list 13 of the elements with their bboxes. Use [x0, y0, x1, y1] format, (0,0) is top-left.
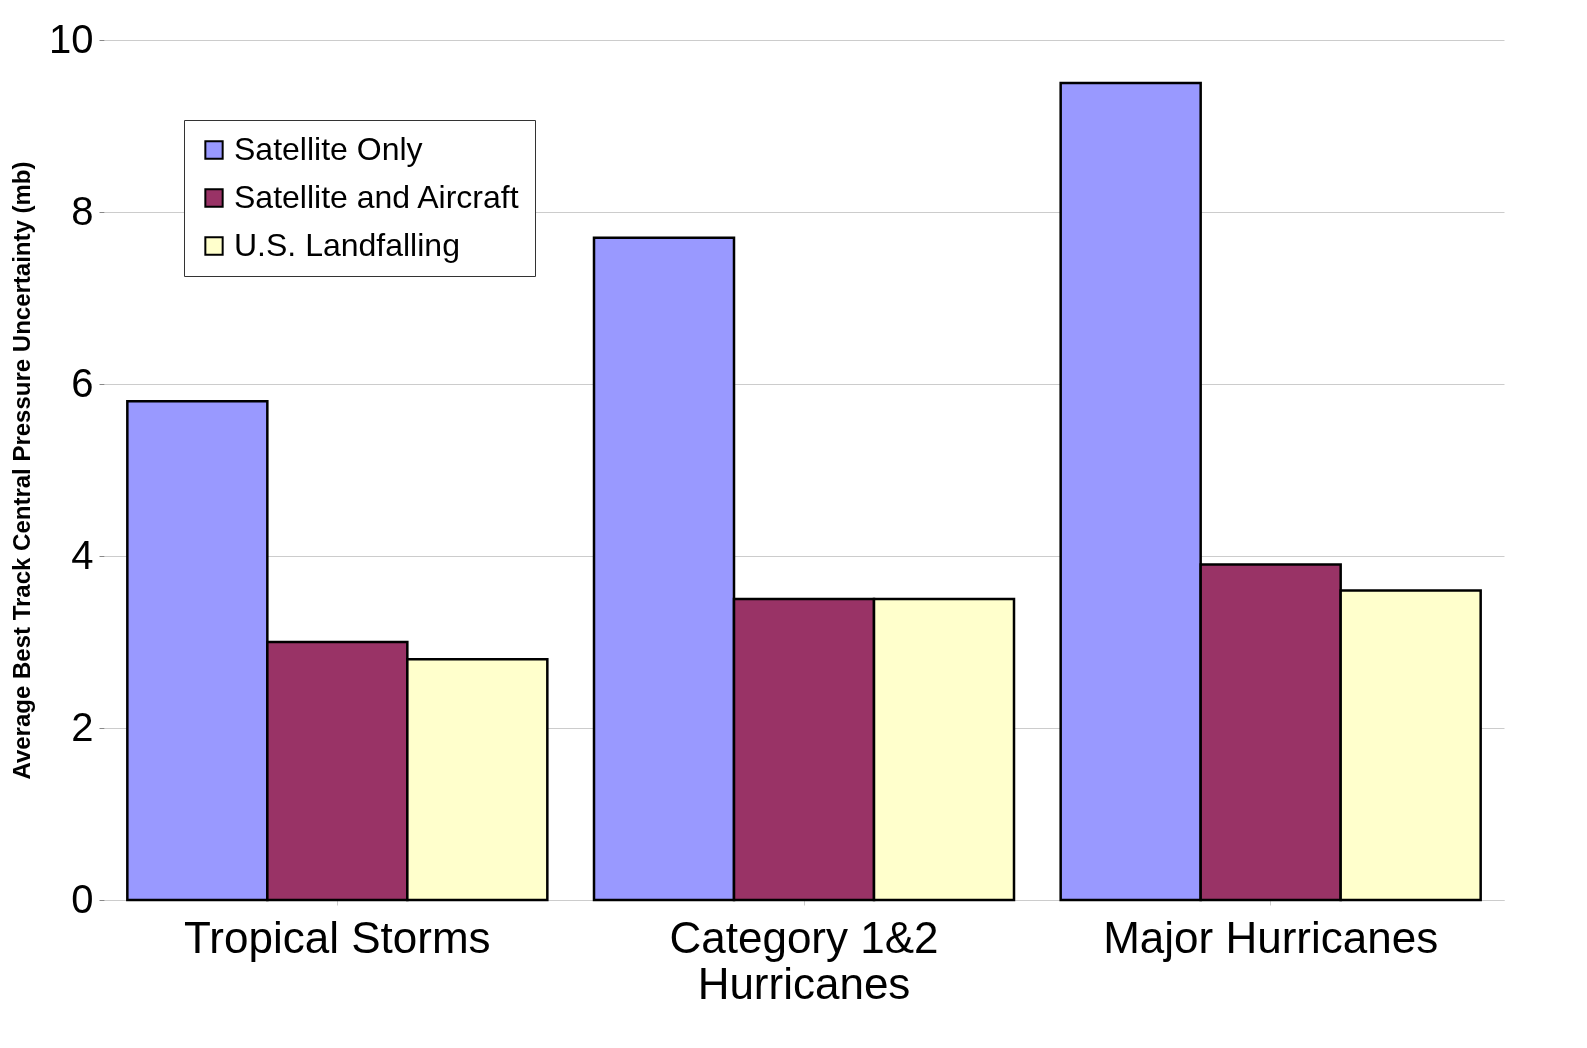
y-tick-label: 4	[71, 532, 94, 577]
y-tick-label: 6	[71, 360, 94, 405]
x-tick-label: Category 1&2 Hurricanes	[669, 912, 939, 1008]
legend-label: Satellite Only	[234, 131, 423, 167]
y-tick-label: 2	[71, 704, 94, 749]
x-tick-label: Major Hurricanes	[1103, 912, 1439, 962]
y-axis-title: Average Best Track Central Pressure Uncertainty (mb)	[8, 161, 36, 780]
y-tick-label: 10	[49, 16, 94, 61]
legend-label: U.S. Landfalling	[234, 227, 460, 263]
x-tick-label: Tropical Storms	[184, 912, 491, 962]
legend-label: Satellite and Aircraft	[234, 179, 519, 215]
y-tick-label: 8	[71, 188, 94, 233]
y-tick-label: 0	[71, 876, 94, 921]
